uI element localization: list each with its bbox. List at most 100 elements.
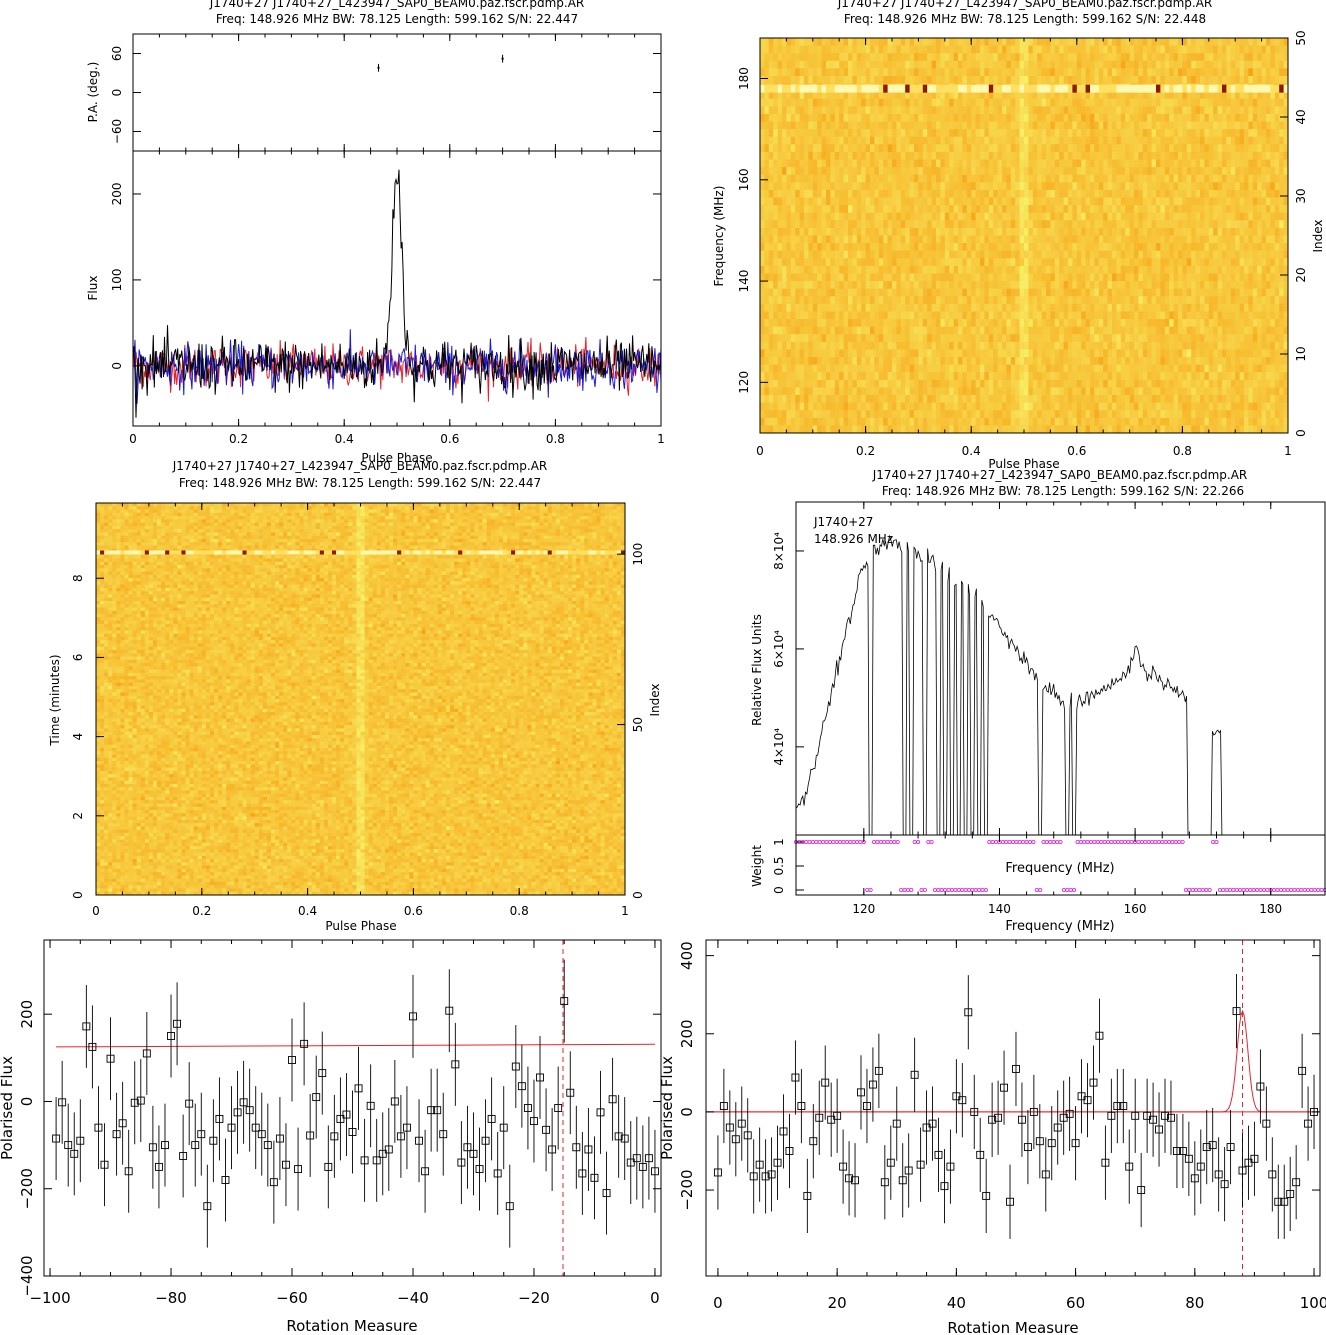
p2-cell xyxy=(940,38,946,46)
p2-cell xyxy=(1226,212,1232,221)
p2-cell xyxy=(830,319,836,328)
p2-cell xyxy=(883,273,888,282)
p2-cell xyxy=(856,197,862,206)
p2-cell xyxy=(993,258,998,267)
p2-cell xyxy=(861,303,866,312)
p2-cell xyxy=(1046,250,1051,259)
p2-cell xyxy=(896,113,902,122)
p2-cell xyxy=(1107,136,1113,145)
p2-cell xyxy=(1081,212,1086,221)
p2-cell xyxy=(927,151,932,160)
p2-cell xyxy=(865,159,871,168)
p2-cell xyxy=(1081,189,1086,198)
p2-cell xyxy=(1125,212,1130,221)
p2-cell xyxy=(1160,197,1166,206)
p2-cell xyxy=(922,273,928,282)
p2-cell xyxy=(817,136,822,145)
p2-cell xyxy=(1120,220,1126,229)
p2-cell xyxy=(1085,98,1091,107)
p2-cell xyxy=(1085,319,1091,328)
p2-cell xyxy=(1173,53,1179,62)
p2-cell xyxy=(927,136,932,145)
p2-cell xyxy=(817,243,822,252)
p2-cell xyxy=(984,220,990,229)
p2-cell xyxy=(1090,98,1095,107)
p2-cell xyxy=(839,334,844,343)
p2-cell xyxy=(1028,68,1034,77)
p2-cell xyxy=(830,334,836,343)
p2-cell xyxy=(1103,265,1108,274)
p2-cell xyxy=(949,303,954,312)
p2-cell xyxy=(839,205,844,214)
p2-cell xyxy=(953,319,959,328)
p2-cell xyxy=(1054,334,1060,343)
p2-cell xyxy=(1138,250,1144,259)
p2-cell xyxy=(1068,113,1073,122)
p2-cell xyxy=(1160,273,1166,282)
p2-cell xyxy=(782,296,787,305)
p2-cell xyxy=(1138,265,1144,274)
p2-cell xyxy=(1252,243,1258,252)
p2-cell xyxy=(848,121,853,130)
p2-cell xyxy=(856,243,862,252)
p2-cell xyxy=(936,243,941,252)
p2-cell xyxy=(1037,106,1042,115)
p2-cell xyxy=(931,243,937,252)
p2-cell xyxy=(790,281,796,290)
p2-cell xyxy=(1226,273,1232,282)
p2-cell xyxy=(1098,220,1104,229)
p2-cell xyxy=(1239,106,1245,115)
p2-cell xyxy=(1261,60,1267,69)
p2-cell xyxy=(1266,265,1271,274)
p2-cell xyxy=(953,227,959,236)
p2-cell xyxy=(1010,220,1016,229)
p2-cell xyxy=(1222,151,1227,160)
p2-cell xyxy=(1019,311,1025,320)
p2-cell xyxy=(1270,136,1276,145)
p2-cell xyxy=(1252,326,1258,335)
p2-cell xyxy=(1164,189,1170,198)
p2-cell xyxy=(786,98,792,107)
p2-cell xyxy=(1063,68,1069,77)
p2-cell xyxy=(936,75,941,84)
p2-cell xyxy=(1230,197,1236,206)
p2-cell xyxy=(1032,319,1038,328)
p2-cell xyxy=(870,227,875,236)
p2-cell xyxy=(830,273,836,282)
p2-cell xyxy=(830,311,836,320)
p2-cell xyxy=(966,243,972,252)
p2-cell xyxy=(830,45,836,54)
p2-cell xyxy=(804,220,809,229)
p2-cell xyxy=(940,91,946,100)
p2-cell xyxy=(782,121,787,130)
p2-cell xyxy=(1222,98,1227,107)
p2-cell xyxy=(1142,144,1148,153)
p2-cell xyxy=(1230,311,1236,320)
p2-cell xyxy=(874,296,880,305)
p2-cell xyxy=(786,212,792,221)
p2-cell xyxy=(1222,281,1227,290)
p2-cell xyxy=(870,113,875,122)
p2-cell xyxy=(892,311,897,320)
p2-cell xyxy=(856,38,862,46)
p2-cell xyxy=(988,334,994,343)
p2-cell xyxy=(821,45,827,54)
p2-cell xyxy=(1204,319,1210,328)
p2-cell xyxy=(993,75,998,84)
p2-cell xyxy=(1222,144,1227,153)
p2-cell xyxy=(949,334,954,343)
p2-cell xyxy=(1151,250,1157,259)
p2-cell xyxy=(962,296,968,305)
p2-cell xyxy=(1072,129,1078,138)
p2-cell xyxy=(1156,98,1161,107)
p2-cell xyxy=(1090,296,1095,305)
p2-cell xyxy=(949,227,954,236)
p2-cell xyxy=(790,319,796,328)
p2-cell xyxy=(896,167,902,176)
p2-cell xyxy=(1217,45,1223,54)
p2-cell xyxy=(1283,220,1288,229)
p2-cell xyxy=(1120,235,1126,244)
p2-cell xyxy=(1125,38,1130,46)
p2-cell xyxy=(856,121,862,130)
p2-cell xyxy=(1116,288,1122,297)
